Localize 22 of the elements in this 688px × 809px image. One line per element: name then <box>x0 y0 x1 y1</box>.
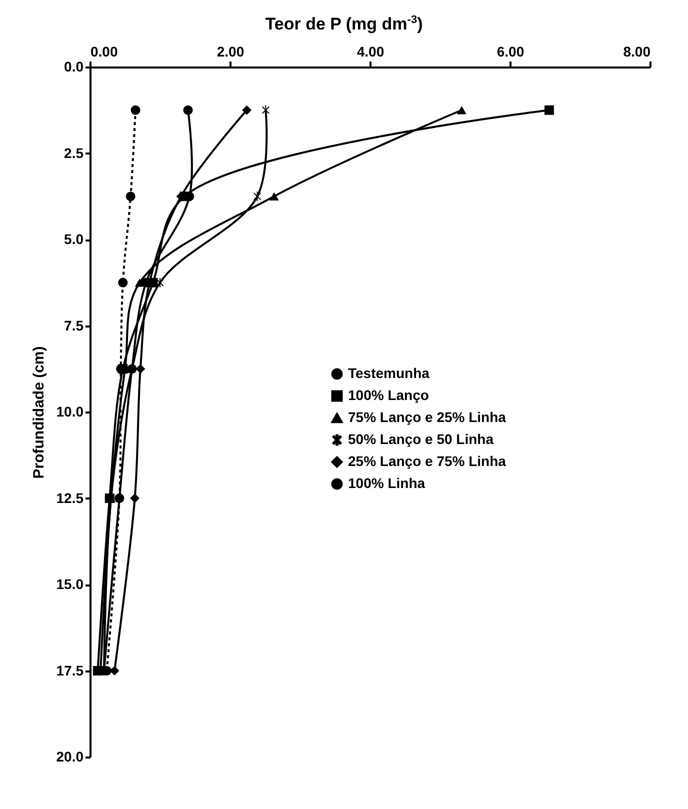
y-tick-label: 12.5 <box>56 489 84 506</box>
y-tick-label: 0.0 <box>64 58 84 74</box>
y-tick-label: 20.0 <box>56 748 84 764</box>
legend-label: 75% Lanço e 25% Linha <box>348 408 506 425</box>
y-axis-title: Profundidade (cm) <box>30 346 48 478</box>
y-tick-label: 7.5 <box>64 316 84 333</box>
y-tick-label: 2.5 <box>64 144 84 160</box>
y-tick-label: 15.0 <box>56 576 84 592</box>
legend-label: 50% Lanço e 50 Linha <box>348 430 494 447</box>
y-tick-label: 5.0 <box>64 230 84 247</box>
x-tick-label: 8.00 <box>623 43 651 60</box>
legend-label: 100% Lanço <box>348 386 429 403</box>
x-tick-label: 2.00 <box>216 43 244 60</box>
x-tick-label: 4.00 <box>356 43 384 60</box>
y-tick-label: 17.5 <box>56 662 84 678</box>
legend-label: 25% Lanço e 75% Linha <box>348 452 506 469</box>
y-tick-label: 10.0 <box>56 403 84 420</box>
legend-label: 100% Linha <box>348 474 426 491</box>
legend-label: Testemunha <box>348 364 430 381</box>
x-tick-label: 0.00 <box>90 43 118 60</box>
x-tick-label: 6.00 <box>496 43 524 60</box>
x-axis-title: Teor de P (mg dm$^{-3}$) <box>264 13 424 35</box>
